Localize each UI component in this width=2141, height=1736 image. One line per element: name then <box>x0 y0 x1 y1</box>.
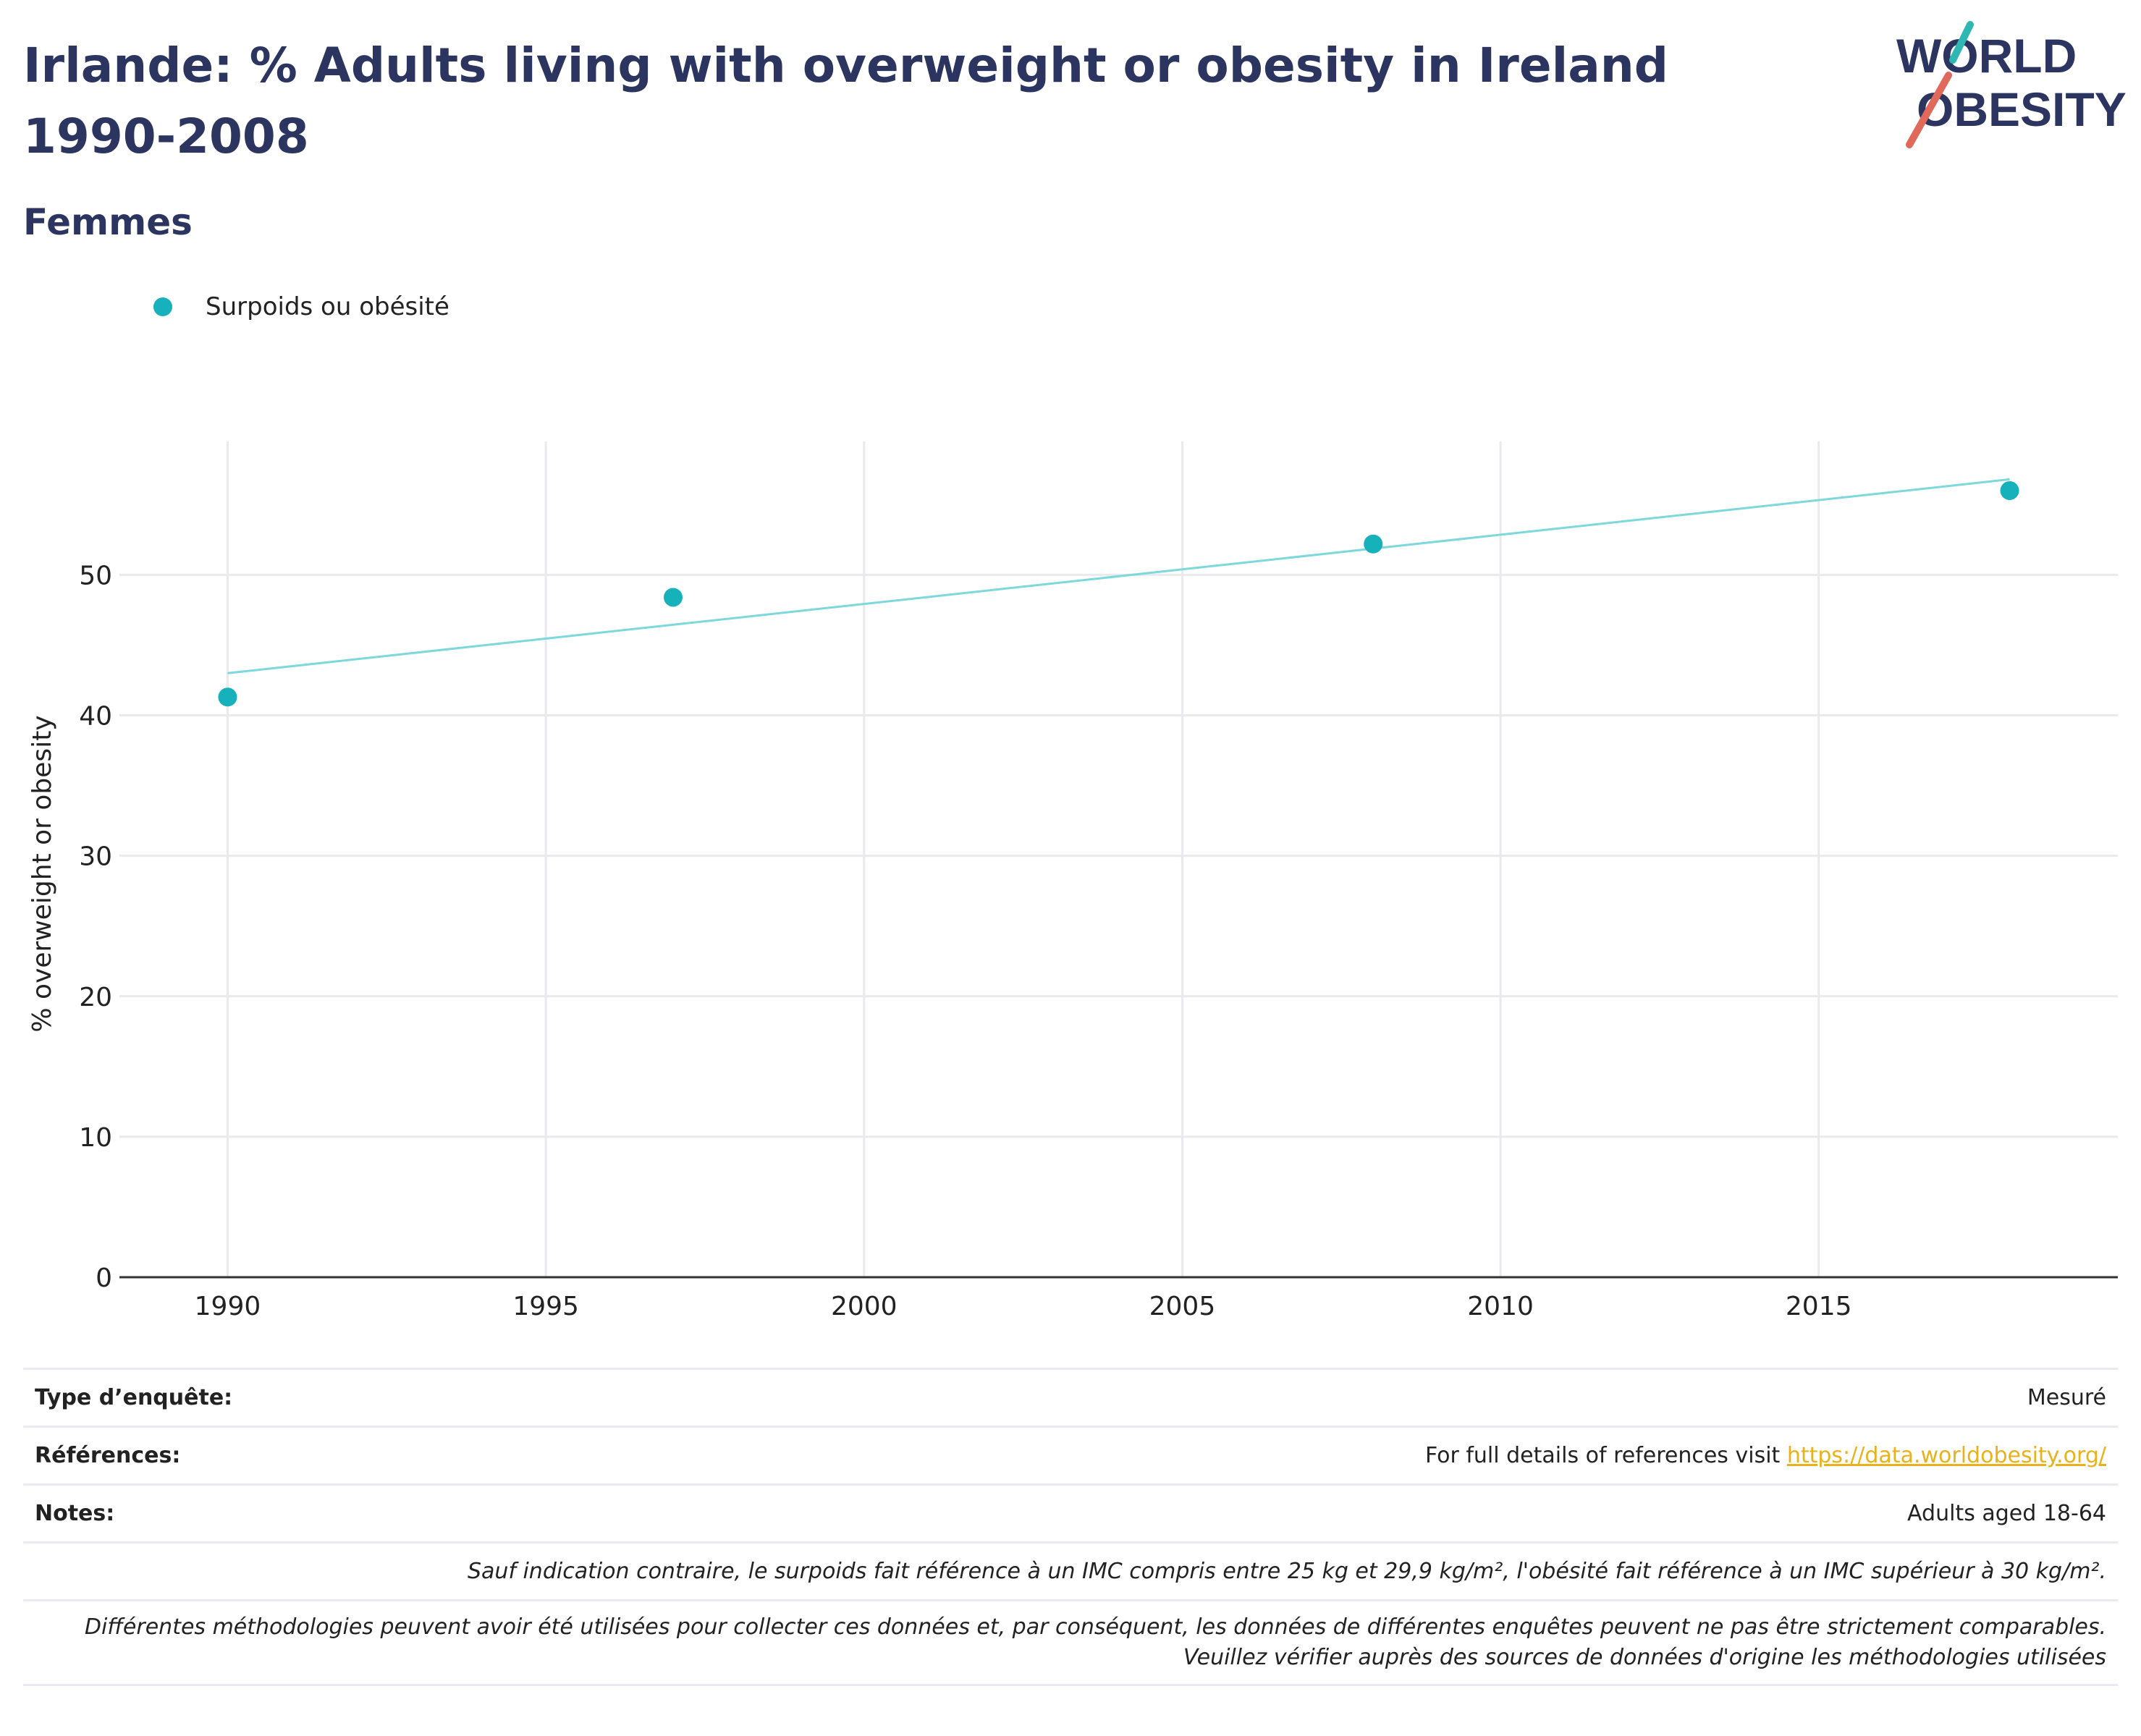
logo-word-2: OBESITY <box>1917 82 2127 136</box>
notes-value: Adults aged 18-64 <box>1907 1501 2106 1526</box>
x-tick-label: 2015 <box>1786 1292 1852 1321</box>
trend-line-group <box>227 478 2010 674</box>
notes-row: Notes: Adults aged 18-64 <box>23 1483 2118 1541</box>
references-row: Références: For full details of referenc… <box>23 1426 2118 1483</box>
y-tick-label: 0 <box>96 1263 112 1293</box>
x-tick-label: 2005 <box>1149 1292 1216 1321</box>
y-axis-ticks: 0 10 20 30 40 50 <box>79 561 112 1293</box>
survey-type-label: Type d’enquête: <box>35 1385 233 1410</box>
data-point <box>663 588 683 607</box>
references-value: For full details of references visit htt… <box>1425 1443 2106 1468</box>
x-tick-label: 2000 <box>831 1292 898 1321</box>
info-table: Type d’enquête: Mesuré Références: For f… <box>23 1368 2118 1686</box>
data-point <box>1364 534 1383 554</box>
y-tick-label: 20 <box>79 983 112 1012</box>
definition-note-row: Sauf indication contraire, le surpoids f… <box>23 1541 2118 1599</box>
chart-legend[interactable]: Surpoids ou obésité <box>153 292 449 321</box>
legend-label: Surpoids ou obésité <box>206 292 449 321</box>
references-link[interactable]: https://data.worldobesity.org/ <box>1786 1443 2106 1468</box>
trend-line <box>227 478 2010 674</box>
logo-slash-teal <box>1949 21 1974 64</box>
grid-lines <box>119 441 2118 1277</box>
data-point <box>2000 480 2019 500</box>
references-label: Références: <box>35 1443 181 1468</box>
logo-slash-coral <box>1906 72 1952 148</box>
x-tick-label: 1990 <box>195 1292 261 1321</box>
survey-type-row: Type d’enquête: Mesuré <box>23 1368 2118 1426</box>
logo-word-1: WORLD <box>1896 29 2077 82</box>
x-tick-label: 2010 <box>1467 1292 1534 1321</box>
notes-label: Notes: <box>35 1501 115 1526</box>
definition-note: Sauf indication contraire, le surpoids f… <box>467 1558 2106 1584</box>
x-tick-label: 1995 <box>512 1292 579 1321</box>
world-obesity-logo: WORLD OBESITY <box>1896 21 2127 148</box>
y-tick-label: 30 <box>79 842 112 872</box>
methodology-note-row: Différentes méthodologies peuvent avoir … <box>23 1599 2118 1686</box>
survey-type-value: Mesuré <box>2027 1385 2106 1410</box>
y-tick-label: 10 <box>79 1123 112 1153</box>
data-points <box>218 480 2019 707</box>
chart-title: Irlande: % Adults living with overweight… <box>23 38 1669 164</box>
data-point <box>218 687 237 707</box>
chart-subtitle: Femmes <box>23 201 193 243</box>
y-tick-label: 40 <box>79 702 112 732</box>
x-axis-ticks: 1990 1995 2000 2005 2010 2015 <box>195 1292 1852 1321</box>
legend-marker-icon <box>153 297 172 316</box>
y-tick-label: 50 <box>79 561 112 590</box>
chart-plot-area: 0 10 20 30 40 50 1990 1995 2000 2005 2010 2015 % o… <box>28 441 2118 1321</box>
references-text: For full details of references visit <box>1424 1443 1787 1468</box>
methodology-note: Différentes méthodologies peuvent avoir … <box>84 1614 2106 1670</box>
y-axis-label: % overweight or obesity <box>28 715 57 1032</box>
